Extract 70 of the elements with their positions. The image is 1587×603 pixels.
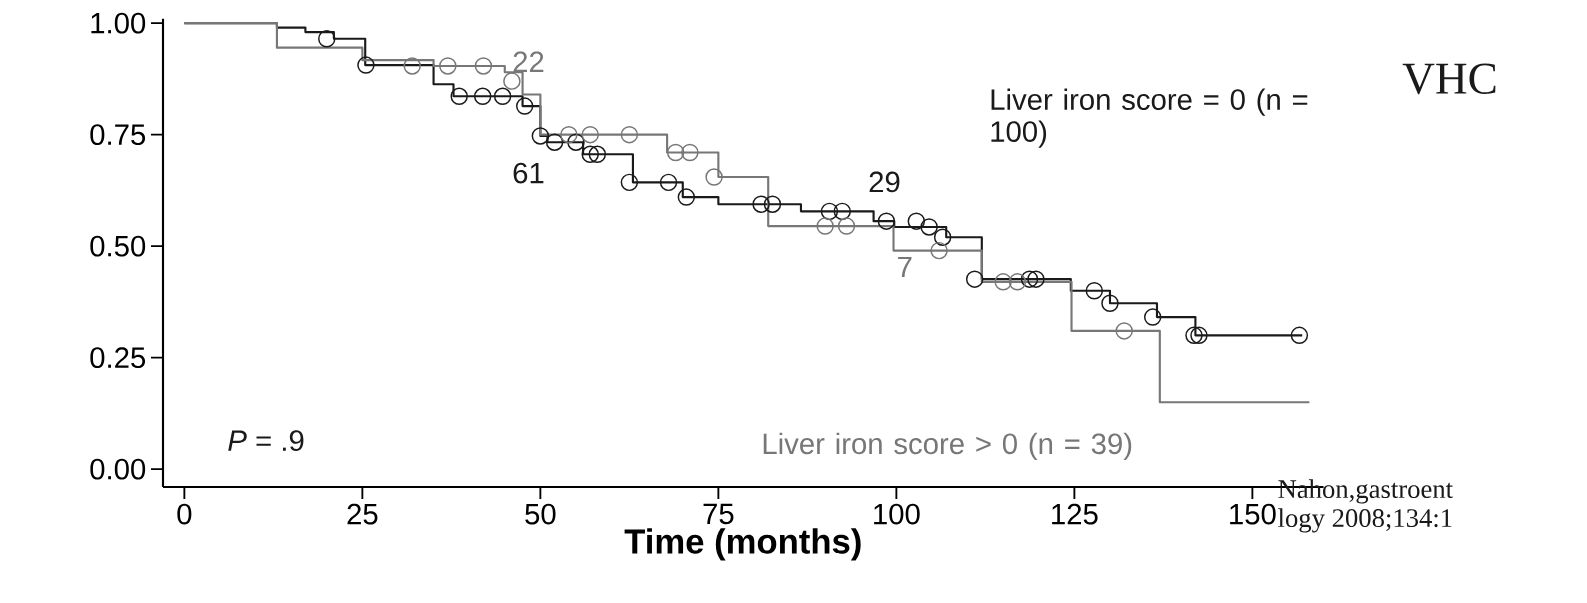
point xyxy=(450,87,468,106)
annotation: 7 xyxy=(898,256,912,278)
point xyxy=(1101,294,1119,312)
text: VHC xyxy=(1402,63,1496,95)
point xyxy=(763,195,782,213)
point xyxy=(920,218,938,236)
point xyxy=(666,143,685,162)
point xyxy=(531,127,550,145)
x-tick-label: 75 xyxy=(703,503,734,525)
x-tick-label: 0 xyxy=(177,503,192,525)
series-label: Liver iron score > 0 (n = 39) xyxy=(763,432,1132,460)
y-tick-label: 1.00 xyxy=(91,12,146,34)
point xyxy=(705,168,723,186)
point xyxy=(318,30,336,48)
point xyxy=(833,202,851,221)
point xyxy=(1290,326,1309,345)
text: logy 2008;134:1 xyxy=(1278,508,1452,533)
x-tick-label: 25 xyxy=(347,503,378,525)
point xyxy=(994,273,1012,291)
point xyxy=(1115,322,1133,340)
point xyxy=(1190,326,1208,345)
point xyxy=(907,212,926,230)
point xyxy=(659,173,678,192)
point xyxy=(515,97,534,115)
point xyxy=(493,87,512,106)
point xyxy=(1085,282,1104,300)
x-tick-label: 50 xyxy=(525,503,556,525)
annotation: P = .9 xyxy=(228,430,304,452)
point xyxy=(1027,270,1045,288)
x-tick-label: 100 xyxy=(874,503,920,525)
x-tick-label: 125 xyxy=(1052,503,1098,525)
point xyxy=(1143,308,1162,326)
point xyxy=(752,195,770,213)
point xyxy=(677,188,696,206)
point xyxy=(403,57,421,75)
point xyxy=(620,125,639,144)
point xyxy=(581,145,599,164)
point xyxy=(357,56,375,74)
point xyxy=(473,87,492,106)
y-tick-label: 0.50 xyxy=(90,235,146,257)
point xyxy=(965,270,984,288)
point xyxy=(439,57,457,75)
point xyxy=(877,212,896,230)
point xyxy=(837,217,856,235)
point xyxy=(503,72,521,90)
point xyxy=(588,145,607,164)
annotation: Nahon,gastroent xyxy=(1278,479,1453,504)
point xyxy=(930,241,948,260)
y-tick-label: 0.00 xyxy=(90,458,146,480)
annotation: 29 xyxy=(869,171,900,193)
point xyxy=(567,133,585,151)
annotation: 61 xyxy=(513,162,544,184)
point xyxy=(933,228,952,246)
point xyxy=(816,217,834,235)
point xyxy=(681,143,699,162)
x-tick-label: 150 xyxy=(1230,503,1276,525)
point xyxy=(560,125,578,144)
y-tick-label: 0.25 xyxy=(90,347,146,369)
text: Liver iron score = 0 (n = 100) xyxy=(991,88,1308,148)
point xyxy=(1020,270,1039,288)
point xyxy=(581,125,599,144)
point xyxy=(474,57,493,75)
point xyxy=(1185,326,1203,345)
point xyxy=(1008,273,1027,291)
x-axis-title: Time (months) xyxy=(624,528,861,561)
point xyxy=(620,173,639,192)
y-tick-label: 0.75 xyxy=(90,124,146,146)
point xyxy=(820,202,839,221)
point xyxy=(545,133,564,151)
annotation: 22 xyxy=(513,51,544,72)
